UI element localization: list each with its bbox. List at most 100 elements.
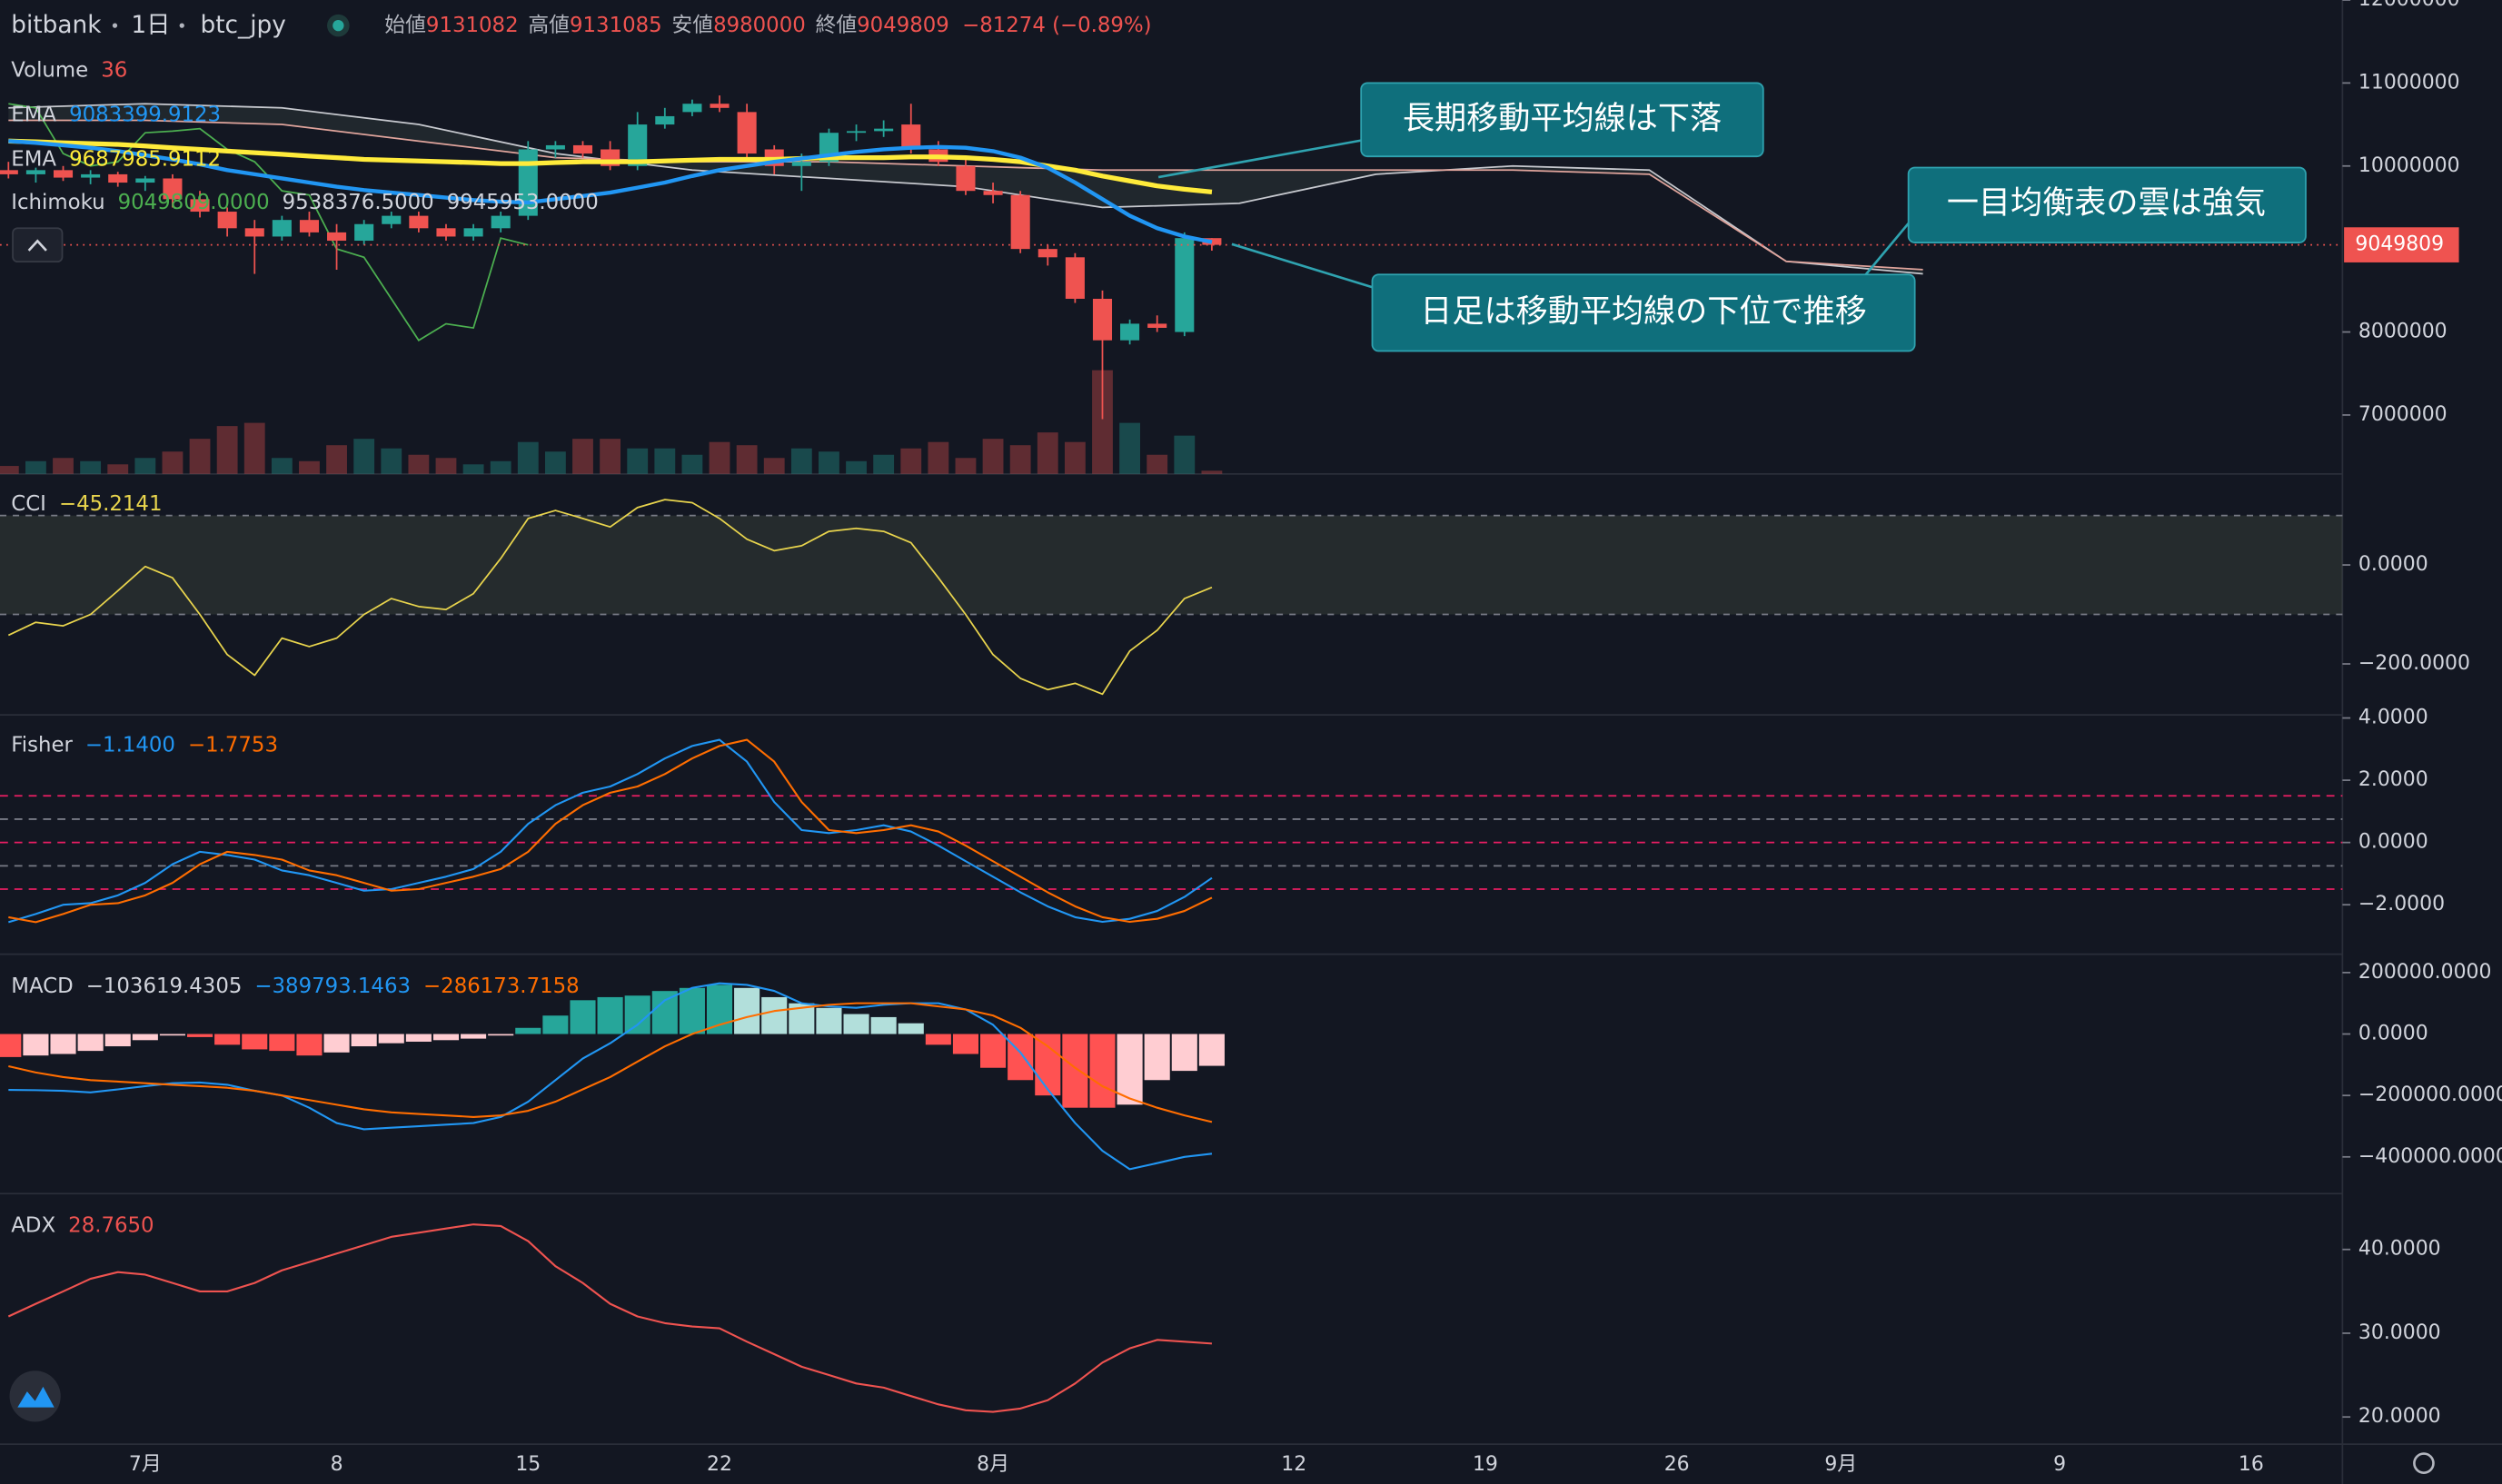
ohlc-row: 始値9131082 高値9131085 安値8980000 終値9049809 … — [384, 14, 1151, 37]
legend-fisher: Fisher −1.1400 −1.7753 — [11, 733, 278, 757]
macd-histogram-bar — [570, 1000, 596, 1034]
collapse-icon — [27, 239, 47, 252]
macd-histogram-bar — [1198, 1034, 1225, 1066]
candle-body — [737, 112, 757, 154]
candle-body — [244, 228, 264, 237]
y-tick-label: 2.0000 — [2358, 768, 2428, 791]
macd-histogram-bar — [323, 1034, 350, 1053]
y-tick-label: 8000000 — [2358, 321, 2447, 343]
volume-bar — [627, 448, 649, 474]
macd-histogram-bar — [1035, 1034, 1061, 1096]
y-tick-label: 11000000 — [2358, 71, 2460, 94]
callout-pointer — [1157, 139, 1362, 179]
macd-histogram-bar — [1008, 1034, 1034, 1081]
logo-mark — [17, 1386, 55, 1408]
label: Fisher — [11, 733, 73, 757]
x-tick-label: 26 — [1664, 1453, 1690, 1476]
volume-bar — [928, 441, 949, 474]
ohlc-value: 9131082 — [426, 14, 519, 37]
callout-text: 一目均衡表の雲は強気 — [1947, 184, 2266, 222]
macd-histogram-bar — [952, 1034, 979, 1054]
callout-pointer — [1859, 223, 1910, 282]
y-tick-label: 10000000 — [2358, 154, 2460, 177]
candle-body — [327, 232, 347, 242]
candle-body — [299, 220, 319, 232]
macd-histogram-bar — [706, 984, 733, 1034]
x-tick-label: 19 — [1473, 1453, 1498, 1476]
legend-macd: MACD −103619.4305 −389793.1463 −286173.7158 — [11, 974, 579, 997]
candle-body — [217, 212, 237, 229]
x-tick-label: 8月 — [977, 1453, 1009, 1476]
pair: btc_jpy — [201, 12, 286, 39]
candle-body — [628, 124, 648, 166]
volume-bar — [353, 439, 375, 474]
volume-bar — [326, 445, 347, 474]
symbol-row: bitbank 1日 btc_jpy — [11, 12, 286, 39]
logo[interactable] — [9, 1370, 61, 1422]
interval: 1日 — [131, 12, 170, 39]
candle-body — [463, 228, 483, 237]
y-tick-label: 0.0000 — [2358, 831, 2428, 854]
callout-box — [1371, 273, 1916, 352]
candle-body — [382, 215, 402, 224]
candle-body — [409, 215, 429, 229]
candle-body — [1147, 323, 1167, 328]
settings-icon[interactable] — [2413, 1452, 2435, 1475]
macd-line — [8, 1002, 1213, 1123]
volume-bar — [873, 454, 895, 474]
volume-bar — [846, 460, 867, 474]
x-tick-label: 12 — [1281, 1453, 1306, 1476]
y-tick-label: −200000.0000 — [2358, 1083, 2502, 1106]
value: 9945953.0000 — [447, 191, 599, 214]
macd-histogram-bar — [77, 1034, 104, 1052]
volume-bar — [819, 451, 839, 474]
candle-body — [682, 104, 702, 113]
volume-bar — [982, 439, 1004, 474]
macd-histogram-bar — [870, 1016, 897, 1034]
x-tick-label: 9 — [2053, 1453, 2066, 1476]
candle-body — [1120, 323, 1140, 341]
candle-body — [354, 223, 374, 242]
volume-bar — [216, 426, 238, 474]
macd-histogram-bar — [515, 1027, 541, 1034]
candle-body — [901, 124, 921, 150]
x-tick-label: 15 — [515, 1453, 541, 1476]
macd-histogram-bar — [104, 1034, 131, 1047]
candle-body — [847, 131, 867, 134]
macd-histogram-bar — [50, 1034, 76, 1054]
candle-body — [983, 191, 1003, 195]
value: −1.7753 — [188, 733, 278, 757]
volume-bar — [134, 458, 156, 474]
macd-histogram-bar — [186, 1034, 213, 1037]
volume-bar — [462, 464, 484, 474]
volume-bar — [681, 454, 703, 474]
macd-histogram-bar — [214, 1034, 241, 1045]
collapse-button[interactable] — [12, 227, 64, 263]
x-tick-label: 8 — [331, 1453, 343, 1476]
volume-bar — [107, 464, 129, 474]
label: Ichimoku — [11, 191, 104, 214]
volume-bar — [709, 441, 730, 474]
macd-histogram-bar — [843, 1014, 869, 1034]
candle-body — [572, 144, 593, 154]
macd-histogram-bar — [980, 1034, 1007, 1068]
status-icon — [333, 19, 344, 32]
volume-bar — [408, 454, 430, 474]
candle-body — [135, 178, 155, 183]
value: −389793.1463 — [254, 974, 411, 997]
macd-histogram-bar — [0, 1034, 22, 1057]
volume-bar — [490, 460, 511, 474]
volume-bar — [25, 460, 46, 474]
exchange: bitbank — [11, 12, 102, 39]
volume-bar — [435, 458, 457, 474]
value: 9049809.0000 — [118, 191, 270, 214]
label: Volume — [11, 58, 88, 82]
macd-histogram-bar — [132, 1034, 158, 1041]
y-tick-label: −200.0000 — [2358, 652, 2470, 675]
x-tick-label: 16 — [2239, 1453, 2264, 1476]
value: −103619.4305 — [86, 974, 243, 997]
candle-body — [1010, 194, 1030, 250]
